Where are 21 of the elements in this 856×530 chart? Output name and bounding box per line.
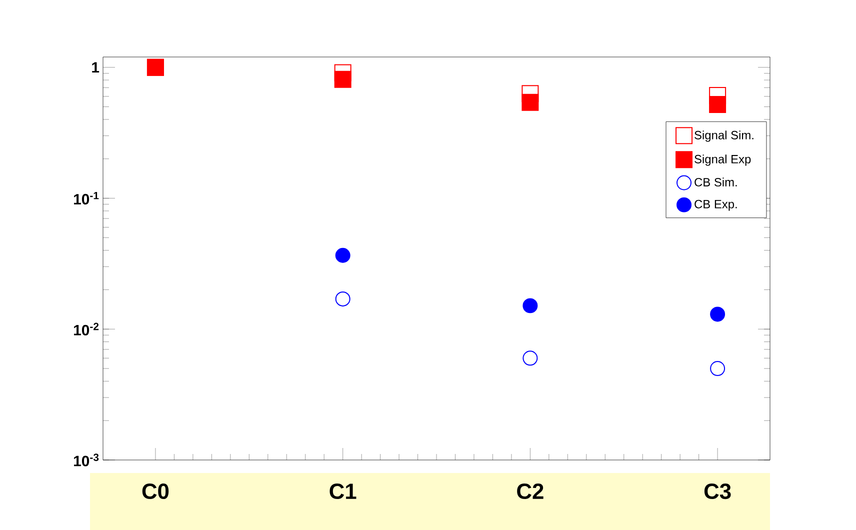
point — [709, 96, 726, 114]
x-tick-label: C1 — [330, 484, 356, 500]
point — [334, 70, 352, 88]
point — [522, 298, 538, 314]
x-tick-label: C0 — [142, 484, 169, 500]
y-tick-label: 10$^{-2}$ — [74, 322, 99, 336]
point — [522, 94, 539, 111]
point — [522, 350, 538, 366]
point — [335, 291, 350, 306]
legend-label: CB Sim. — [694, 178, 737, 186]
legend-label: CB Exp. — [694, 200, 737, 211]
point — [710, 306, 726, 322]
x-tick-label: C3 — [704, 484, 731, 500]
y-tick-label: 1 — [92, 62, 100, 72]
y-tick-label: 10$^{-1}$ — [74, 192, 99, 204]
point — [335, 248, 350, 263]
legend-label: Signal Exp — [694, 154, 751, 166]
point — [710, 361, 726, 376]
x-tick-label: C2 — [517, 484, 544, 500]
legend-label: Signal Sim. — [694, 130, 754, 142]
y-tick-label: 10$^{-3}$ — [74, 454, 99, 466]
